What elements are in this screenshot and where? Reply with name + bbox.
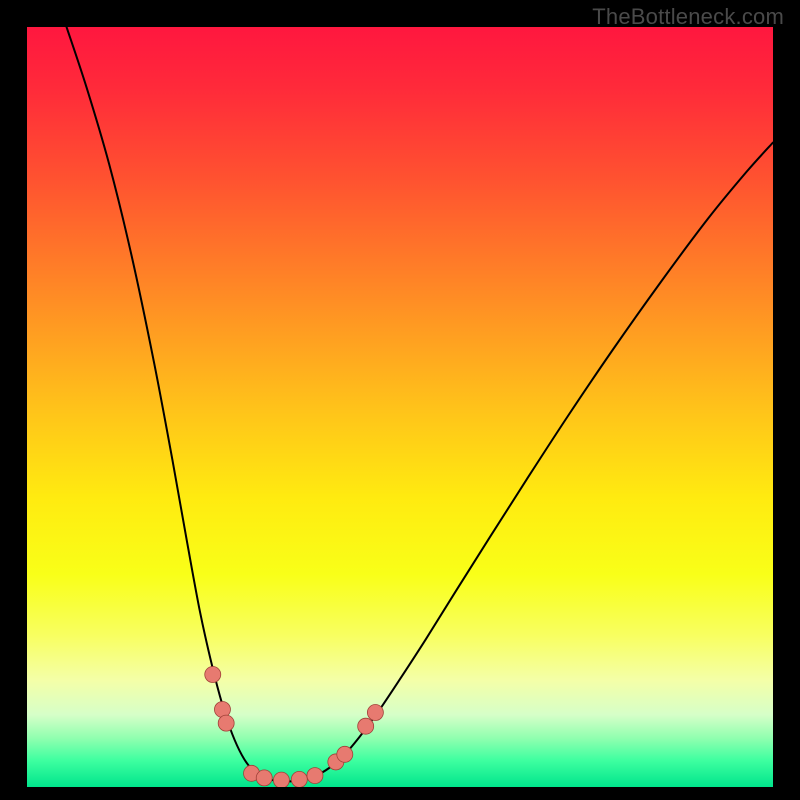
marker-dot <box>291 771 307 787</box>
bottleneck-chart <box>27 27 773 787</box>
marker-dot <box>273 772 289 787</box>
marker-dot <box>358 718 374 734</box>
marker-dot <box>337 746 353 762</box>
marker-dot <box>218 715 234 731</box>
marker-dot <box>307 768 323 784</box>
gradient-background <box>27 27 773 787</box>
watermark-text: TheBottleneck.com <box>592 4 784 30</box>
marker-dot <box>205 667 221 683</box>
marker-dot <box>367 705 383 721</box>
marker-dot <box>256 770 272 786</box>
